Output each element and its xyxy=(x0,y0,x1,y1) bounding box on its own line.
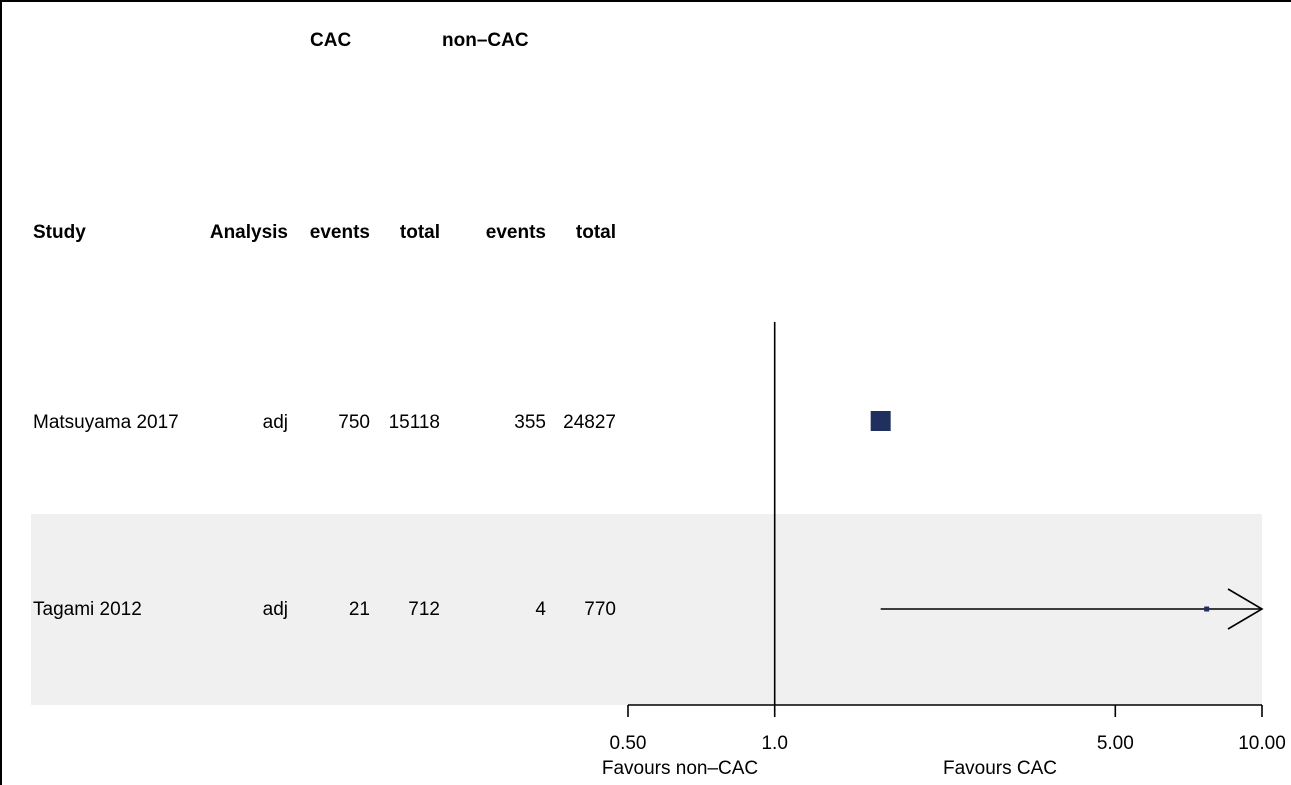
column-header-noncac-events: events xyxy=(485,222,546,243)
row-noncac-total: 770 xyxy=(584,599,616,620)
group-header-cac: CAC xyxy=(310,30,352,51)
favours-left-label: Favours non–CAC xyxy=(601,758,759,779)
row-analysis: adj xyxy=(262,412,288,433)
row-analysis: adj xyxy=(262,599,288,620)
favours-right-label: Favours CAC xyxy=(942,758,1058,779)
group-header-noncac: non–CAC xyxy=(442,30,529,51)
column-header-cac-events: events xyxy=(309,222,370,243)
column-header-noncac-total: total xyxy=(575,222,616,243)
row-noncac-events: 4 xyxy=(535,599,546,620)
row-cac-events: 750 xyxy=(338,412,370,433)
row-study: Tagami 2012 xyxy=(33,599,142,620)
column-header-analysis: Analysis xyxy=(209,222,288,243)
row-cac-events: 21 xyxy=(348,599,370,620)
column-header-cac-total: total xyxy=(399,222,440,243)
row-cac-total: 15118 xyxy=(388,412,440,433)
row-cac-total: 712 xyxy=(408,599,440,620)
row-noncac-total: 24827 xyxy=(563,412,616,433)
row-study: Matsuyama 2017 xyxy=(33,412,179,433)
column-header-study: Study xyxy=(33,222,86,243)
row-noncac-events: 355 xyxy=(514,412,546,433)
